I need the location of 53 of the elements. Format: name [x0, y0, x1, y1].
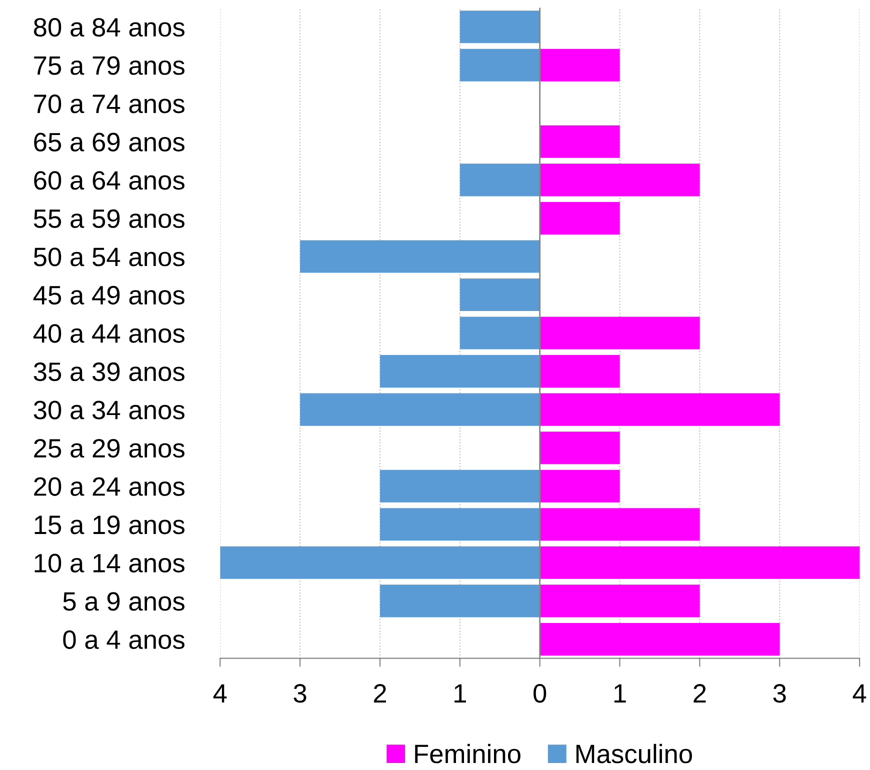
y-tick-label: 20 a 24 anos	[34, 477, 184, 496]
bar	[300, 393, 540, 426]
bar	[540, 508, 700, 541]
bar	[380, 508, 540, 541]
y-tick-label: 0 a 4 anos	[63, 630, 184, 650]
y-tick-label: 35 a 39 anos	[34, 362, 184, 382]
bar	[540, 432, 620, 464]
bar	[220, 546, 540, 579]
bar	[540, 316, 700, 350]
bar	[460, 10, 540, 44]
y-tick-label: 40 a 44 anos	[33, 324, 184, 343]
y-tick-label: 80 a 84 anos	[34, 18, 184, 37]
x-tick-label: 1	[454, 684, 466, 702]
bar	[460, 316, 540, 350]
x-tick-label: 4	[852, 684, 866, 702]
x-tick-label: 4	[213, 684, 227, 702]
bar	[540, 622, 780, 656]
x-tick-label: 0	[534, 684, 546, 703]
bar	[460, 48, 540, 82]
y-tick-label: 45 a 49 anos	[33, 286, 184, 305]
bar	[540, 164, 700, 196]
bar	[540, 48, 620, 82]
y-tick-label: 5 a 9 anos	[63, 592, 184, 611]
y-tick-label: 65 a 69 anos	[34, 132, 184, 152]
y-tick-label: 60 a 64 anos	[34, 171, 184, 190]
legend-label: Feminino	[415, 744, 520, 764]
x-tick-label: 3	[294, 684, 306, 703]
y-tick-label: 10 a 14 anos	[34, 554, 184, 572]
x-tick-label: 1	[614, 684, 626, 702]
bar	[540, 393, 780, 426]
bar	[540, 355, 620, 388]
y-tick-label: 30 a 34 anos	[34, 400, 184, 420]
x-tick-label: 2	[694, 684, 706, 702]
bar	[540, 125, 620, 158]
bar	[300, 240, 540, 273]
y-tick-label: 70 a 74 anos	[34, 94, 184, 114]
bar	[380, 470, 540, 502]
bar	[540, 584, 700, 618]
y-tick-label: 75 a 79 anos	[34, 56, 184, 75]
x-tick-label: 2	[374, 684, 386, 702]
bar	[460, 278, 540, 312]
y-tick-label: 50 a 54 anos	[34, 248, 184, 266]
bar	[540, 202, 620, 234]
bar	[540, 546, 860, 579]
bar	[380, 355, 540, 388]
y-tick-label: 55 a 59 anos	[34, 209, 184, 228]
bar	[380, 584, 540, 618]
x-tick-label: 3	[773, 684, 786, 703]
y-tick-label: 25 a 29 anos	[34, 438, 184, 458]
legend-label: Masculino	[576, 744, 692, 764]
bar	[540, 470, 620, 502]
y-tick-label: 15 a 19 anos	[34, 516, 184, 534]
bar	[460, 164, 540, 196]
